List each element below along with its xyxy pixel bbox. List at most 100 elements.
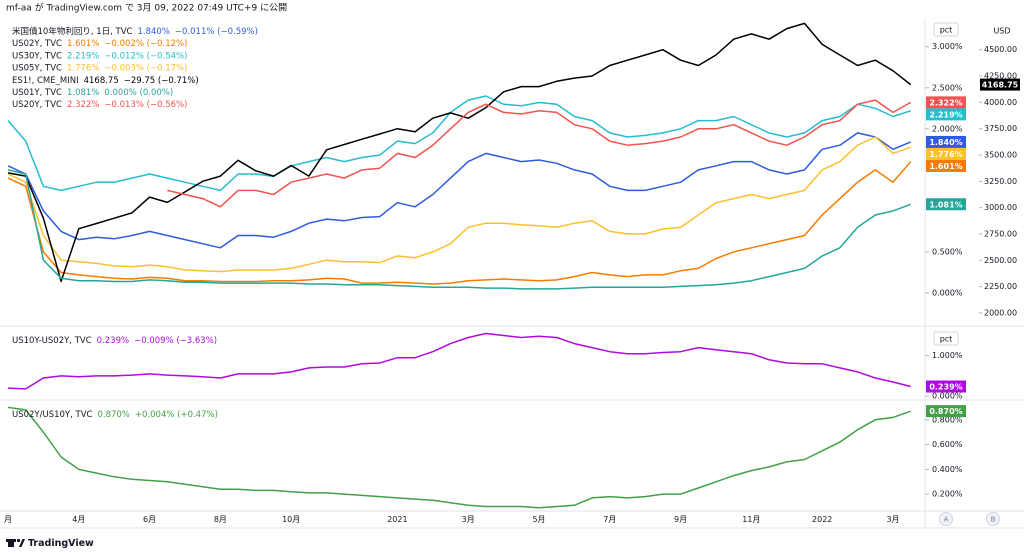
price-badge-label: 1.601% [929, 162, 962, 171]
legend-entry: ES1!, CME_MINI 4168.75 −29.75 (−0.71%) [12, 75, 199, 85]
x-tick-label: 3月 [886, 515, 899, 524]
y-tick-label: 0.200% [932, 490, 963, 499]
legend-change: +0.004% (+0.47%) [135, 410, 218, 420]
series-line [7, 95, 911, 192]
price-badge-label: 0.870% [929, 407, 962, 416]
unit-label: pct [940, 335, 953, 344]
series-line [7, 406, 911, 509]
unit-box [933, 331, 959, 346]
legend-last: 2.322% [67, 100, 99, 110]
legend-entry: US20Y, TVC 2.322% −0.013% (−0.56%) [12, 100, 187, 110]
logo-part [16, 538, 21, 543]
x-tick-label: 9月 [674, 515, 687, 524]
legend-name: US05Y, TVC [12, 63, 62, 73]
button-label[interactable]: A [944, 516, 949, 524]
y2-tick-label: 4500.00 [984, 45, 1017, 54]
price-badge [926, 380, 966, 393]
legend-last: 1.840% [137, 27, 169, 37]
legend-entry: US02Y, TVC 1.601% −0.002% (−0.12%) [12, 39, 187, 49]
button-label[interactable]: B [991, 516, 996, 524]
legend-name: US02Y/US10Y, TVC [12, 410, 93, 420]
price-badge-label: 4168.75 [982, 81, 1019, 90]
price-badge-label: 0.239% [929, 383, 962, 392]
legend-entry: 米国債10年物利回り, 1日, TVC 1.840% −0.011% (−0.59%… [12, 26, 258, 37]
legend-last: 0.870% [97, 410, 129, 420]
pane: 0.200% 0.400% 0.600% 0.800% US02Y/US10Y, TVC… [7, 405, 966, 509]
button-bg[interactable] [939, 512, 953, 526]
price-badge-label: 2.219% [929, 110, 962, 119]
legend-change: −0.012% (−0.54%) [104, 51, 187, 61]
series-line [7, 169, 911, 290]
price-badge [926, 108, 966, 121]
brand-logo [6, 538, 25, 547]
y2-tick-label: 2750.00 [984, 230, 1017, 239]
legend-name: US20Y, TVC [12, 100, 62, 110]
header: mf-aa が TradingView.com で 3月 09, 2022 07… [6, 2, 287, 14]
legend-last: 0.239% [97, 336, 129, 346]
button-b[interactable]: B [986, 512, 1000, 526]
y2-tick-label: 2000.00 [984, 308, 1017, 317]
legend-last: 2.219% [67, 51, 99, 61]
x-tick-label: 7月 [603, 515, 616, 524]
logo-part [19, 539, 25, 547]
y-tick-label: 2.500% [932, 83, 963, 92]
y2-tick-label: 2250.00 [984, 282, 1017, 291]
y-tick-label: 0.000% [932, 392, 963, 401]
legend-name: ES1!, CME_MINI [12, 75, 79, 85]
x-tick-label: 11月 [742, 515, 760, 524]
series-line [7, 136, 911, 273]
pane: 0.000% 1.000% pct US10Y-US02Y, TVC 0.239% −0.… [7, 331, 966, 401]
x-tick-label: 8月 [214, 515, 227, 524]
y-tick-label: 0.800% [932, 415, 963, 424]
series-line [7, 332, 911, 390]
x-tick-label: 2022 [812, 515, 832, 524]
series-line [7, 22, 912, 283]
y2-tick-label: 3000.00 [984, 203, 1017, 212]
y2-tick-label: 3500.00 [984, 151, 1017, 160]
legend-change: −0.009% (−3.63%) [134, 336, 217, 346]
price-badge [926, 159, 966, 172]
legend-change: −29.75 (−0.71%) [124, 75, 199, 85]
y-tick-label: 0.600% [932, 440, 963, 449]
button-a[interactable]: A [939, 512, 953, 526]
logo-part [8, 539, 14, 547]
y2-tick-label: 3250.00 [984, 177, 1017, 186]
y-tick-label: 2.000% [932, 124, 963, 133]
price-badge [980, 78, 1020, 91]
legend-last: 1.776% [67, 63, 99, 73]
y-tick-label: 1.000% [932, 351, 963, 360]
legend-last: 1.601% [67, 39, 99, 49]
logo-part [6, 539, 16, 542]
price-badge [926, 96, 966, 109]
legend-name: 米国債10年物利回り, 1日, TVC [12, 26, 133, 37]
legend-change: 0.000% (0.00%) [104, 88, 173, 98]
y2-tick-label: 4000.00 [984, 98, 1017, 107]
x-tick-label: 5月 [532, 515, 545, 524]
legend-entry: US05Y, TVC 1.776% −0.003% (−0.17%) [12, 63, 187, 73]
legend-change: −0.003% (−0.17%) [104, 63, 187, 73]
legend-change: −0.002% (−0.12%) [104, 39, 187, 49]
legend-entry: US02Y/US10Y, TVC 0.870% +0.004% (+0.47%) [12, 410, 218, 420]
series-line [167, 99, 912, 208]
x-tick-label: 6月 [143, 515, 156, 524]
y-tick-label: 0.500% [932, 247, 963, 256]
legend-name: US01Y, TVC [12, 88, 62, 98]
y-tick-label: 0.400% [932, 465, 963, 474]
y2-tick-label: 3750.00 [984, 124, 1017, 133]
y-tick-label: 0.000% [932, 288, 963, 297]
price-badge [926, 147, 966, 160]
price-badge-label: 1.081% [929, 200, 962, 209]
unit-label: pct [940, 26, 953, 35]
legend-entry: US01Y, TVC 1.081% 0.000% (0.00%) [12, 88, 173, 98]
brand-name: TradingView [28, 538, 94, 549]
legend-change: −0.011% (−0.59%) [175, 27, 258, 37]
price-badge [926, 405, 966, 418]
legend-name: US30Y, TVC [12, 51, 62, 61]
series-line [7, 161, 912, 285]
legend-name: US10Y-US02Y, TVC [12, 336, 92, 346]
x-tick-label: 2021 [387, 515, 407, 524]
button-bg[interactable] [986, 512, 1000, 526]
legend-entry: US30Y, TVC 2.219% −0.012% (−0.54%) [12, 51, 187, 61]
x-tick-label: 10月 [282, 515, 300, 524]
y-tick-label: 3.000% [932, 42, 963, 51]
